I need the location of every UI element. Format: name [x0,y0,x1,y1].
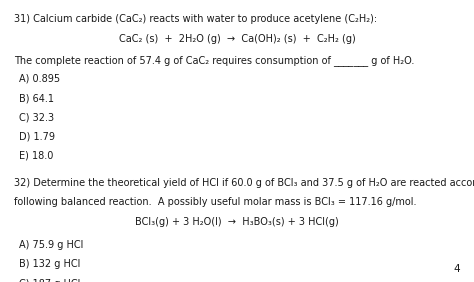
Text: D) 1.79: D) 1.79 [19,131,55,141]
Text: 31) Calcium carbide (CaC₂) reacts with water to produce acetylene (C₂H₂):: 31) Calcium carbide (CaC₂) reacts with w… [14,14,377,24]
Text: 32) Determine the theoretical yield of HCl if 60.0 g of BCl₃ and 37.5 g of H₂O a: 32) Determine the theoretical yield of H… [14,178,474,188]
Text: following balanced reaction.  A possibly useful molar mass is BCl₃ = 117.16 g/mo: following balanced reaction. A possibly … [14,197,417,207]
Text: C) 32.3: C) 32.3 [19,112,54,122]
Text: BCl₃(g) + 3 H₂O(l)  →  H₃BO₃(s) + 3 HCl(g): BCl₃(g) + 3 H₂O(l) → H₃BO₃(s) + 3 HCl(g) [135,217,339,227]
Text: 4: 4 [453,264,460,274]
Text: E) 18.0: E) 18.0 [19,151,54,160]
Text: B) 132 g HCl: B) 132 g HCl [19,259,80,270]
Text: The complete reaction of 57.4 g of CaC₂ requires consumption of _______ g of H₂O: The complete reaction of 57.4 g of CaC₂ … [14,55,415,66]
Text: A) 0.895: A) 0.895 [19,74,60,84]
Text: B) 64.1: B) 64.1 [19,93,54,103]
Text: C) 187 g HCl: C) 187 g HCl [19,279,80,282]
Text: A) 75.9 g HCl: A) 75.9 g HCl [19,240,83,250]
Text: CaC₂ (s)  +  2H₂O (g)  →  Ca(OH)₂ (s)  +  C₂H₂ (g): CaC₂ (s) + 2H₂O (g) → Ca(OH)₂ (s) + C₂H₂… [118,34,356,44]
